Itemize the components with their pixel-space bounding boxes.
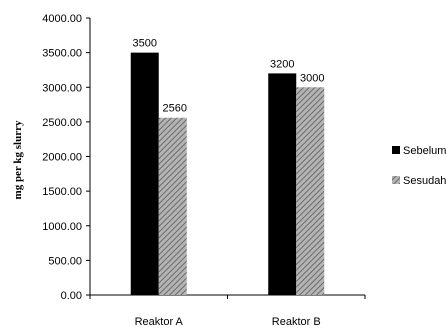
bar-sebelum-reaktor-b bbox=[268, 73, 297, 296]
legend-label-sebelum: Sebelum bbox=[403, 145, 446, 157]
data-labels-group: 3500 2560 3200 3000 bbox=[133, 38, 325, 115]
y-axis: 0.00 500.00 1000.00 1500.00 2000.00 2500.00 30… bbox=[42, 13, 91, 302]
y-tick-label: 1500.00 bbox=[42, 186, 82, 198]
y-tick-label: 2500.00 bbox=[42, 117, 82, 129]
legend-label-sesudah: Sesudah bbox=[403, 175, 446, 187]
x-category-label: Reaktor B bbox=[272, 316, 321, 328]
y-tick-label: 4000.00 bbox=[42, 13, 82, 25]
y-tick-label: 1000.00 bbox=[42, 221, 82, 233]
legend-swatch-sesudah bbox=[392, 176, 400, 184]
bar-sebelum-reaktor-a bbox=[130, 52, 159, 295]
data-label: 2560 bbox=[163, 103, 187, 115]
bar-sesudah-reaktor-a bbox=[158, 117, 187, 295]
bar-sesudah-reaktor-b bbox=[296, 87, 325, 295]
y-tick-label: 0.00 bbox=[61, 290, 82, 302]
data-label: 3000 bbox=[300, 72, 324, 84]
legend: Sebelum Sesudah bbox=[392, 145, 446, 187]
data-label: 3200 bbox=[270, 58, 294, 70]
y-tick-label: 3500.00 bbox=[42, 48, 82, 60]
legend-swatch-sebelum bbox=[392, 146, 400, 154]
x-category-label: Reaktor A bbox=[135, 316, 184, 328]
x-axis: Reaktor A Reaktor B bbox=[89, 294, 366, 328]
y-tick-label: 3000.00 bbox=[42, 82, 82, 94]
data-label: 3500 bbox=[133, 38, 157, 50]
bars-group bbox=[130, 52, 325, 296]
y-tick-label: 2000.00 bbox=[42, 152, 82, 164]
y-tick-label: 500.00 bbox=[48, 255, 82, 267]
y-axis-label: mg per kg slurry bbox=[12, 120, 24, 199]
